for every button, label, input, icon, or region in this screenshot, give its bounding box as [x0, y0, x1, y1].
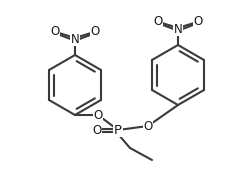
- Text: N: N: [71, 33, 79, 46]
- Text: O: O: [143, 120, 153, 132]
- Text: N: N: [174, 23, 182, 36]
- Text: O: O: [90, 24, 100, 38]
- Text: O: O: [193, 14, 203, 28]
- Text: P: P: [114, 124, 122, 137]
- Text: O: O: [93, 108, 103, 122]
- Text: O: O: [50, 24, 60, 38]
- Text: O: O: [92, 124, 102, 137]
- Text: O: O: [153, 14, 163, 28]
